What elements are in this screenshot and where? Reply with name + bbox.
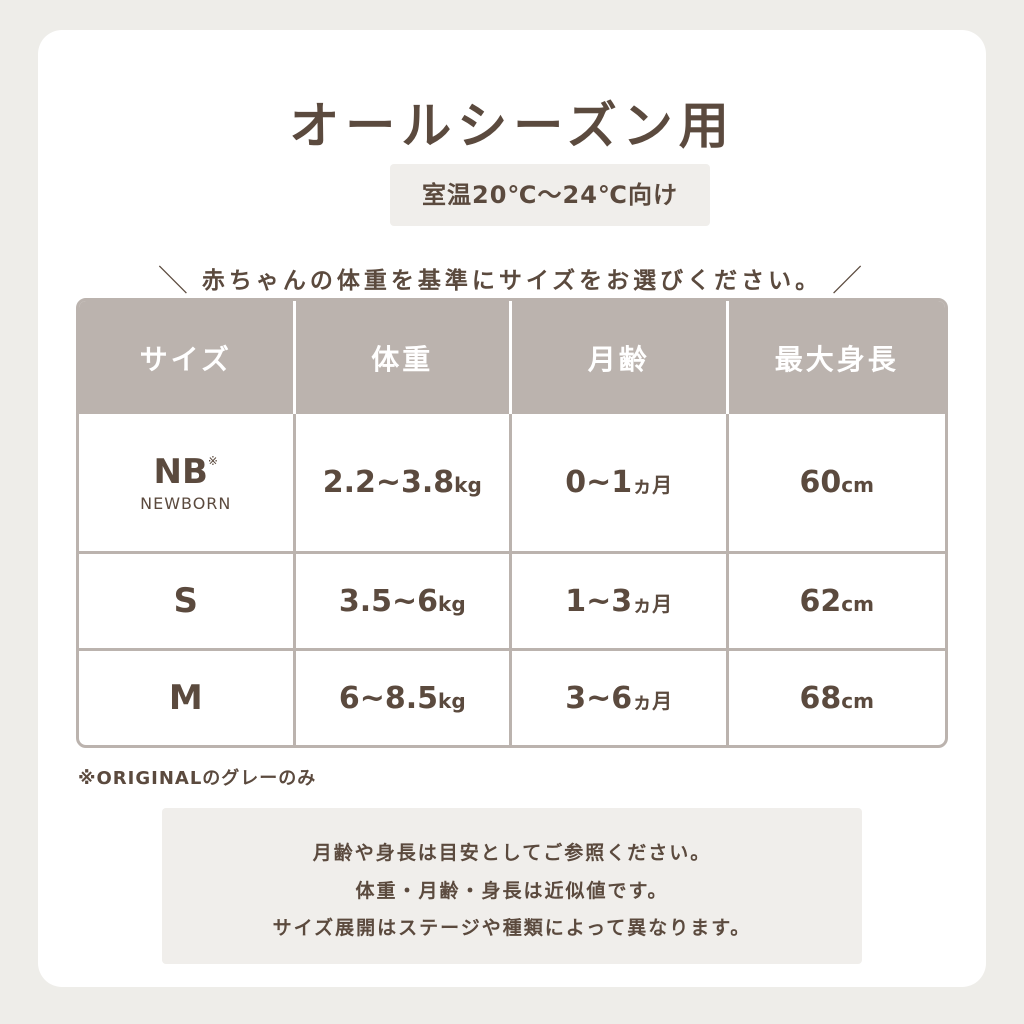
size-cell: S xyxy=(79,551,296,649)
page-title: オールシーズン用 xyxy=(289,97,735,155)
weight-unit: kg xyxy=(438,591,466,616)
age-cell: 1~3ヵ月 xyxy=(512,551,729,649)
header-age: 月齢 xyxy=(512,301,729,414)
instruction: ＼ 赤ちゃんの体重を基準にサイズをお選びください。 ／ xyxy=(38,256,986,300)
header-weight: 体重 xyxy=(295,301,512,414)
height-value: 60 xyxy=(799,465,842,501)
height-cell: 68cm xyxy=(728,648,945,745)
header-height: 最大身長 xyxy=(728,301,945,414)
weight-value: 2.2~3.8 xyxy=(322,465,455,501)
footnote: ※ORIGINALのグレーのみ xyxy=(78,768,317,789)
age-value: 3~6 xyxy=(565,680,633,716)
left-slash-decoration: ＼ xyxy=(157,264,192,299)
weight-cell: 6~8.5kg xyxy=(295,648,512,745)
note-line: 体重・月齢・身長は近似値です。 xyxy=(355,879,669,902)
size-label: M xyxy=(168,678,203,719)
weight-unit: kg xyxy=(454,473,482,498)
right-slash-decoration: ／ xyxy=(832,264,867,299)
height-unit: cm xyxy=(841,688,874,713)
size-cell: NB※ NEWBORN xyxy=(79,414,296,552)
instruction-text: 赤ちゃんの体重を基準にサイズをお選びください。 xyxy=(201,268,823,294)
notes-panel: 月齢や身長は目安としてご参照ください。 体重・月齢・身長は近似値です。 サイズ展… xyxy=(162,808,862,964)
header-size: サイズ xyxy=(79,301,296,414)
size-table: サイズ 体重 月齢 最大身長 NB※ NEWBORN 2.2~3.8kg 0~1ヵ… xyxy=(76,298,948,748)
weight-unit: kg xyxy=(438,688,466,713)
height-value: 68 xyxy=(799,680,842,716)
age-value: 1~3 xyxy=(565,583,633,619)
table-row: M 6~8.5kg 3~6ヵ月 68cm xyxy=(79,648,945,745)
age-cell: 0~1ヵ月 xyxy=(512,414,729,552)
size-label: S xyxy=(173,581,199,622)
age-unit: ヵ月 xyxy=(632,473,673,498)
table-row: S 3.5~6kg 1~3ヵ月 62cm xyxy=(79,551,945,649)
weight-cell: 2.2~3.8kg xyxy=(296,414,512,552)
size-sublabel: NEWBORN xyxy=(140,494,232,514)
note-line: 月齢や身長は目安としてご参照ください。 xyxy=(312,842,712,864)
weight-value: 3.5~6 xyxy=(338,583,439,619)
age-cell: 3~6ヵ月 xyxy=(512,648,729,745)
size-label: NB xyxy=(153,452,208,493)
height-unit: cm xyxy=(841,591,874,616)
table-header: サイズ 体重 月齢 最大身長 xyxy=(79,301,945,414)
note-line: サイズ展開はステージや種類によって異なります。 xyxy=(272,917,752,939)
height-value: 62 xyxy=(799,583,842,619)
age-unit: ヵ月 xyxy=(632,688,673,713)
table-row: NB※ NEWBORN 2.2~3.8kg 0~1ヵ月 60cm xyxy=(79,414,946,552)
height-unit: cm xyxy=(841,473,874,498)
age-unit: ヵ月 xyxy=(632,591,673,616)
weight-value: 6~8.5 xyxy=(338,680,439,716)
temperature-badge: 室温20℃〜24℃向け xyxy=(390,164,710,226)
age-value: 0~1 xyxy=(565,465,633,501)
weight-cell: 3.5~6kg xyxy=(295,551,512,649)
size-footnote-mark: ※ xyxy=(207,454,218,469)
size-cell: M xyxy=(79,648,296,745)
height-cell: 62cm xyxy=(728,551,945,648)
height-cell: 60cm xyxy=(729,414,946,551)
